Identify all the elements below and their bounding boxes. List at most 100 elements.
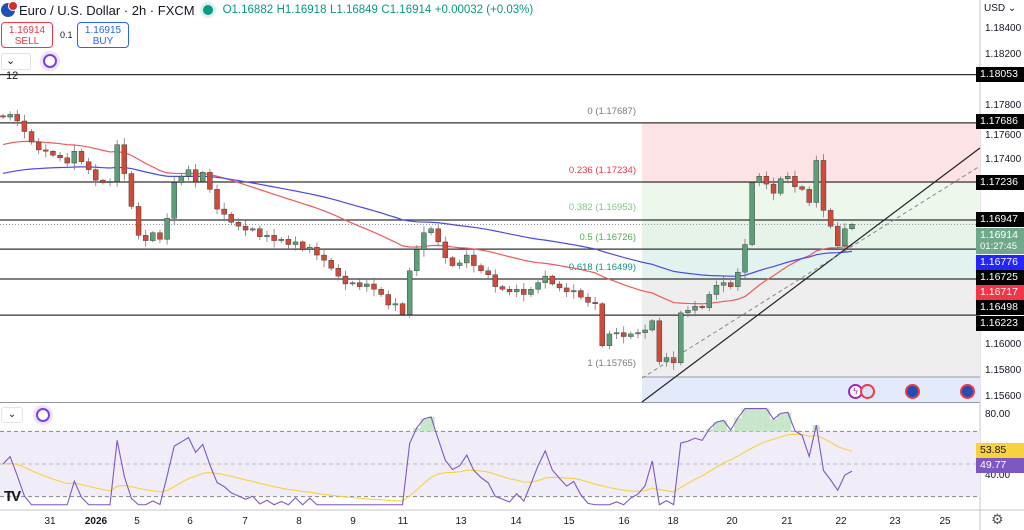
fib-level-label: 0.5 (1.16726) bbox=[579, 232, 636, 243]
ohlc-open: O1.16882 bbox=[222, 4, 274, 16]
rsi-overbought-fill bbox=[734, 418, 742, 432]
pane-divider[interactable] bbox=[0, 402, 980, 403]
candle bbox=[93, 164, 99, 187]
currency-selector[interactable]: USD ⌄ bbox=[984, 3, 1017, 14]
candle-body bbox=[21, 120, 28, 132]
candle-body bbox=[93, 169, 99, 181]
candle bbox=[349, 281, 356, 286]
candle bbox=[792, 170, 798, 193]
refresh-icon[interactable] bbox=[43, 54, 57, 68]
us-event-icon[interactable] bbox=[860, 384, 875, 399]
candle bbox=[435, 224, 441, 247]
candle bbox=[378, 286, 384, 298]
candle bbox=[756, 173, 762, 187]
candle bbox=[799, 185, 805, 192]
candle-body bbox=[43, 149, 49, 152]
eu-event-icon[interactable] bbox=[905, 384, 920, 399]
candle bbox=[542, 270, 548, 289]
candle-body bbox=[100, 179, 106, 183]
candle bbox=[250, 227, 256, 232]
rsi-line bbox=[2, 408, 853, 506]
candle-body bbox=[728, 282, 734, 287]
trendline-dashed[interactable] bbox=[641, 165, 981, 379]
candle-body bbox=[649, 320, 655, 331]
time-tick: 16 bbox=[618, 516, 630, 527]
candle-body bbox=[571, 290, 577, 293]
eu-event-icon[interactable] bbox=[960, 384, 975, 399]
time-tick: 20 bbox=[726, 516, 738, 527]
market-open-icon bbox=[202, 5, 213, 15]
candle bbox=[521, 282, 527, 302]
candle-body bbox=[335, 268, 342, 277]
symbol-header: Euro / U.S. Dollar · 2h · FXCM O1.16882 … bbox=[0, 1, 534, 18]
candle-body bbox=[599, 303, 605, 346]
candle-body bbox=[785, 176, 791, 180]
candle bbox=[471, 248, 477, 273]
rsi-collapse-button[interactable]: ⌄ bbox=[1, 407, 23, 423]
candle bbox=[50, 149, 56, 157]
candle-body bbox=[542, 275, 548, 283]
symbol-name[interactable]: Euro / U.S. Dollar bbox=[19, 2, 121, 18]
candle-body bbox=[578, 290, 584, 298]
candle bbox=[64, 153, 70, 169]
price-level-label: 1.16498 bbox=[976, 300, 1024, 315]
candle bbox=[7, 111, 13, 121]
candle bbox=[192, 164, 199, 188]
settings-icon[interactable]: ⚙ bbox=[991, 511, 1004, 527]
price-tick: 1.17600 bbox=[985, 130, 1022, 141]
fib-zone bbox=[642, 220, 980, 250]
trendline[interactable] bbox=[641, 147, 981, 403]
candle-body bbox=[521, 289, 527, 295]
candle-body bbox=[742, 244, 748, 273]
time-tick: 13 bbox=[455, 516, 467, 527]
candle bbox=[499, 285, 506, 291]
candle bbox=[100, 178, 106, 185]
candle-body bbox=[777, 178, 784, 194]
candle-body bbox=[307, 246, 313, 251]
interval[interactable]: 2h bbox=[131, 2, 147, 18]
candle-body bbox=[185, 169, 192, 177]
candle-body bbox=[606, 333, 613, 346]
candle bbox=[585, 293, 591, 307]
buy-button[interactable]: 1.16915 BUY bbox=[77, 22, 129, 48]
rsi-overbought-fill bbox=[705, 428, 713, 432]
price-level-label: 1.18053 bbox=[976, 67, 1024, 82]
candle-body bbox=[585, 296, 591, 303]
sell-button[interactable]: 1.16914 SELL bbox=[1, 22, 53, 48]
candle bbox=[713, 280, 720, 300]
candle-body bbox=[242, 225, 249, 231]
rsi-overbought-fill bbox=[741, 408, 749, 432]
candle bbox=[735, 268, 741, 291]
candle-body bbox=[485, 270, 491, 275]
time-tick: 6 bbox=[187, 516, 193, 527]
candle bbox=[171, 176, 177, 226]
rsi-overbought-fill bbox=[427, 416, 435, 432]
candle bbox=[278, 236, 284, 244]
candle bbox=[157, 229, 163, 243]
rsi-overbought-fill bbox=[413, 427, 421, 432]
candle bbox=[328, 257, 334, 271]
candle bbox=[813, 155, 820, 208]
candle-body bbox=[128, 173, 135, 207]
candle-body bbox=[528, 289, 534, 295]
candle-body bbox=[464, 254, 470, 264]
bar-countdown: 01:27:45 bbox=[980, 241, 1017, 252]
fib-zone bbox=[642, 123, 980, 183]
candle bbox=[706, 291, 713, 312]
candle bbox=[620, 326, 627, 344]
candle bbox=[635, 328, 641, 339]
candle-body bbox=[735, 271, 741, 287]
candle bbox=[835, 222, 841, 251]
rsi-overbought-fill bbox=[777, 413, 785, 432]
rsi-refresh-icon[interactable] bbox=[36, 408, 50, 422]
candle bbox=[43, 144, 49, 158]
ohlc-change: +0.00032 (+0.03%) bbox=[434, 4, 534, 16]
candle bbox=[292, 236, 299, 251]
candle-body bbox=[442, 241, 449, 258]
candle bbox=[456, 259, 463, 270]
indicators-toggle[interactable]: ⌄ 12 bbox=[1, 53, 31, 82]
price-level-label: 1.16725 bbox=[976, 270, 1024, 285]
candle-body bbox=[513, 289, 520, 293]
candle bbox=[556, 280, 563, 292]
